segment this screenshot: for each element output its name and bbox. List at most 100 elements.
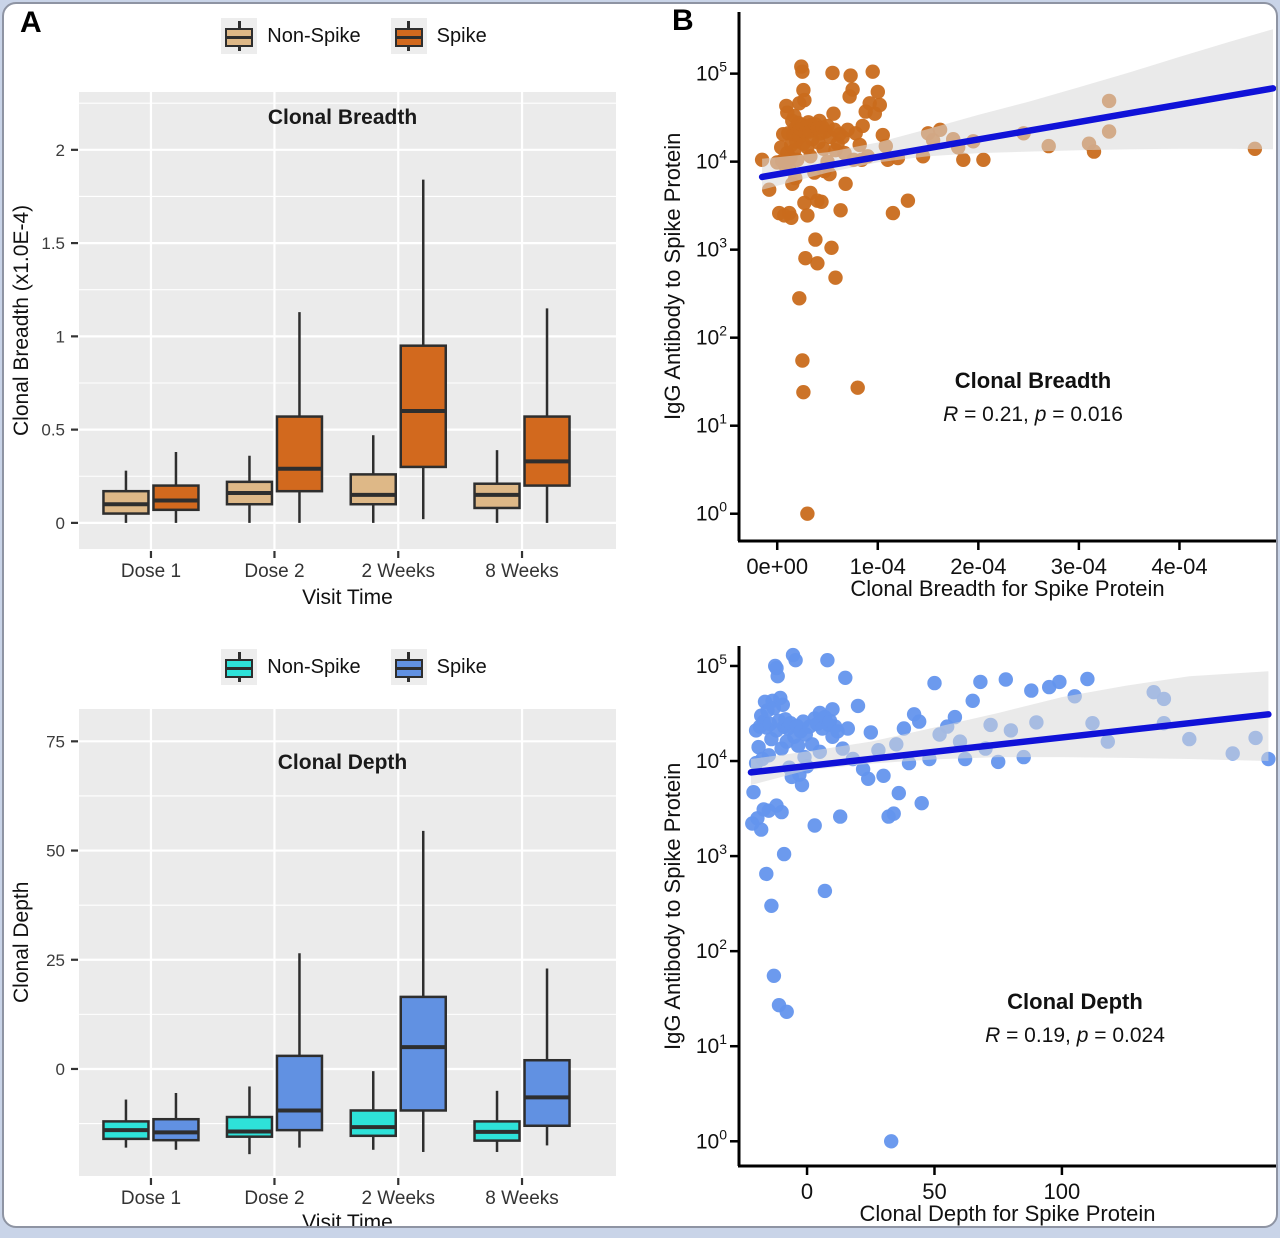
data-point	[800, 506, 815, 521]
legend-item-spike: Spike	[390, 18, 487, 54]
data-point	[991, 754, 1006, 770]
panel-depth-scatter: 0 50 100 100 101 102 103 104 105 IgG Antibody to…	[644, 621, 1276, 1226]
glyph-median	[396, 667, 421, 670]
x-tick-label: 0	[801, 1179, 813, 1204]
chart-title: Clonal Depth	[278, 751, 408, 774]
correlation-annotation: Clonal Depth R = 0.19, p = 0.024	[944, 989, 1206, 1048]
data-point	[840, 721, 855, 736]
y-tick-label: 75	[46, 732, 65, 751]
legend-label: Spike	[436, 655, 487, 678]
box	[399, 344, 447, 469]
y-axis-title: IgG Antibody to Spike Protein	[660, 762, 685, 1050]
data-point	[759, 866, 774, 882]
r-value: = 0.19,	[1000, 1024, 1077, 1047]
data-point	[775, 697, 790, 712]
data-point	[774, 804, 789, 820]
annotation-title: Clonal Breadth	[954, 368, 1112, 393]
data-point	[850, 698, 866, 714]
x-axis-title: Clonal Breadth for Spike Protein	[850, 576, 1165, 601]
x-tick-label: 3e-04	[1051, 554, 1107, 579]
glyph-box	[225, 659, 254, 678]
data-point	[820, 653, 835, 668]
x-tick-label: 2 Weeks	[361, 561, 435, 582]
x-tick-label: 8 Weeks	[485, 561, 559, 582]
box	[152, 1117, 200, 1142]
data-point	[796, 385, 811, 400]
glyph-box	[225, 28, 254, 47]
p-symbol: p	[1076, 1024, 1089, 1047]
y-axis-title: IgG Antibody to Spike Protein	[660, 132, 685, 421]
y-tick-label: 50	[46, 842, 65, 861]
x-tick-label: 100	[1044, 1179, 1081, 1204]
depth-scatter-svg: 0 50 100 100 101 102 103 104 105	[696, 646, 1276, 1204]
data-point	[884, 1134, 899, 1149]
breadth-scatter-svg: 0e+00 1e-04 2e-04 3e-04 4e-04 100 101 102 103 104…	[696, 12, 1276, 579]
data-point	[825, 65, 840, 81]
panel-breadth-boxplot: 0 0.5 1 1.5 2 Dose 1 Dose 2 2 Weeks 8 Weeks Clona…	[4, 4, 644, 621]
y-tick-label: 2	[56, 141, 65, 160]
data-point	[825, 702, 840, 717]
x-tick-label: Dose 1	[121, 561, 181, 582]
data-point	[795, 353, 810, 368]
annotation-title: Clonal Depth	[1007, 989, 1143, 1014]
legend-label: Non-Spike	[267, 655, 361, 678]
data-point	[1052, 674, 1067, 690]
x-axis-title: Visit Time	[302, 1211, 393, 1228]
y-tick-label: 104	[696, 147, 727, 174]
data-point	[817, 883, 833, 899]
data-point	[872, 97, 887, 113]
legend-label: Spike	[436, 24, 487, 47]
confidence-band	[762, 29, 1273, 190]
data-point	[965, 693, 980, 708]
legend-item-spike: Spike	[390, 649, 487, 685]
breadth-boxplot-svg: 0 0.5 1 1.5 2 Dose 1 Dose 2 2 Weeks 8 Weeks Clona…	[41, 92, 616, 582]
data-point	[896, 721, 912, 736]
y-tick-label: 0.5	[41, 421, 65, 440]
y-axis-title: Clonal Breadth (x1.0E-4)	[10, 204, 33, 437]
y-tick-label: 100	[696, 1126, 727, 1153]
data-point	[875, 127, 890, 143]
boxplot-glyph-icon	[390, 649, 427, 685]
box	[349, 1109, 397, 1138]
annotation-stats: R = 0.19, p = 0.024	[944, 1024, 1206, 1048]
y-tick-label: 1	[56, 327, 65, 346]
data-point	[764, 898, 779, 913]
y-tick-label: 101	[696, 1031, 727, 1058]
data-point	[861, 771, 876, 786]
panel-breadth-scatter: 0e+00 1e-04 2e-04 3e-04 4e-04 100 101 102 103 104…	[644, 4, 1276, 621]
y-tick-label: 103	[696, 841, 727, 868]
data-point	[947, 709, 963, 725]
data-point	[807, 818, 822, 833]
x-tick-label: 1e-04	[850, 554, 906, 579]
data-point	[746, 785, 761, 800]
box	[275, 1054, 324, 1132]
data-point	[770, 669, 785, 684]
y-tick-label: 0	[56, 514, 65, 533]
y-tick-label: 104	[696, 746, 727, 773]
data-point	[776, 846, 792, 862]
data-point	[838, 670, 853, 685]
data-point	[779, 1004, 794, 1019]
boxplot-glyph-icon	[221, 18, 258, 54]
data-point	[973, 674, 988, 690]
data-point	[956, 152, 971, 167]
legend-breadth: Non-Spike Spike	[74, 18, 634, 54]
data-point	[850, 380, 865, 395]
panel-b-letter: B	[672, 4, 694, 37]
regression-line	[747, 711, 1272, 776]
annotation-stats: R = 0.21, p = 0.016	[902, 403, 1164, 427]
data-point	[784, 210, 799, 225]
x-tick-label: 4e-04	[1151, 554, 1207, 579]
panel-depth-boxplot: 0 25 50 75 Dose 1 Dose 2 2 Weeks 8 Weeks Clonal …	[4, 621, 644, 1228]
data-point	[1024, 683, 1039, 698]
x-tick-label: Dose 1	[121, 1188, 181, 1209]
y-tick-label: 101	[696, 411, 727, 438]
data-point	[927, 675, 942, 691]
data-point	[912, 714, 927, 729]
data-point	[855, 118, 870, 134]
data-point	[792, 291, 807, 306]
x-tick-label: 2e-04	[950, 554, 1006, 579]
y-tick-label: 25	[46, 951, 65, 970]
box	[349, 473, 397, 506]
